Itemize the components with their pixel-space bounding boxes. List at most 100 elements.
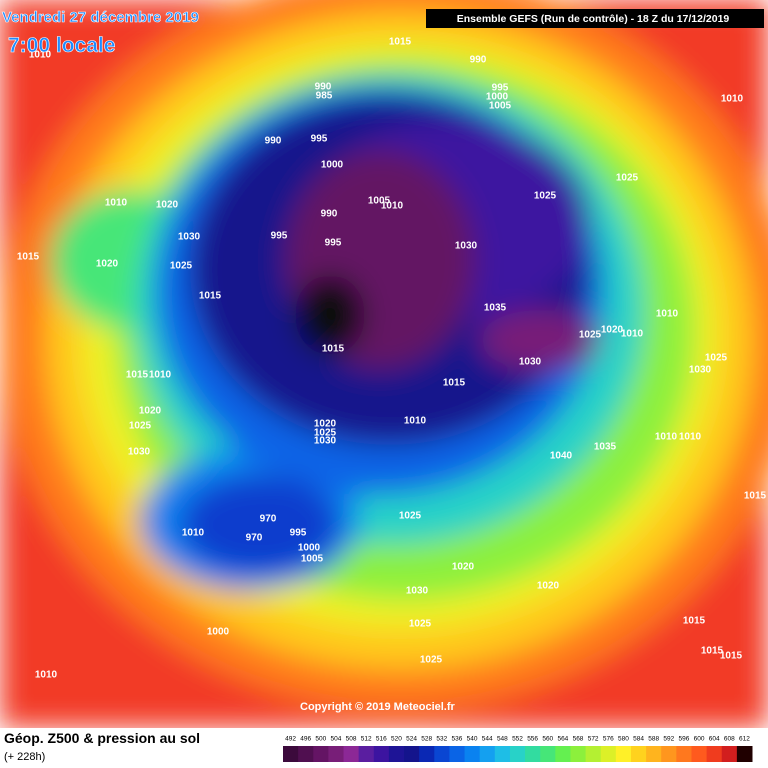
pressure-label: 1010 [35, 670, 58, 681]
pressure-label: 1025 [170, 261, 193, 272]
scale-swatch [509, 746, 526, 762]
scale-swatch [494, 746, 511, 762]
pressure-label: 1010 [149, 370, 172, 381]
scale-label: 596 [678, 736, 689, 743]
pressure-label: 1035 [594, 442, 617, 453]
scale-swatch [600, 746, 617, 762]
pressure-label: 995 [325, 238, 342, 249]
scale-label: 504 [331, 736, 342, 743]
pressure-label: 1005 [489, 101, 512, 112]
scale-label: 552 [512, 736, 523, 743]
scale-swatch [419, 746, 435, 762]
pressure-label: 1025 [399, 511, 422, 522]
scale-swatch [706, 746, 723, 762]
pressure-label: 1010 [29, 50, 52, 61]
scale-swatch [646, 746, 662, 762]
color-scale: 492 496 500 504 508 512 516 520 524 528 532 536 540 5… [283, 736, 753, 762]
scale-label: 500 [315, 736, 326, 743]
footer-title: Géop. Z500 & pression au sol [4, 730, 200, 746]
pressure-label: 1000 [207, 627, 230, 638]
scale-label: 580 [618, 736, 629, 743]
pressure-label: 1000 [298, 543, 321, 554]
scale-label: 520 [391, 736, 402, 743]
scale-label: 600 [694, 736, 705, 743]
scale-swatch [615, 746, 632, 762]
pressure-label: 1015 [322, 344, 345, 355]
pressure-label: 1025 [314, 428, 337, 439]
pressure-label: 1010 [621, 329, 644, 340]
pressure-label: 990 [321, 209, 338, 220]
pressure-label: 1020 [452, 562, 475, 573]
scale-swatch [358, 746, 375, 762]
date: Vendredi 27 décembre 2019 [2, 9, 199, 26]
pressure-label: 1020 [601, 325, 624, 336]
pressure-label: 1030 [689, 365, 712, 376]
scale-swatch [736, 746, 753, 762]
scale-label: 576 [603, 736, 614, 743]
scale-label: 584 [633, 736, 644, 743]
pressure-label: 1020 [96, 259, 119, 270]
scale-swatch [343, 746, 360, 762]
pressure-label: 1015 [701, 646, 724, 657]
scale-label: 548 [497, 736, 508, 743]
pressure-label: 1010 [404, 416, 427, 427]
pressure-labels: 1015990995100010051010101099098599599010… [17, 37, 767, 681]
scale-label: 496 [300, 736, 311, 743]
scale-swatch [373, 746, 390, 762]
scale-swatch [691, 746, 708, 762]
pressure-label: 1015 [199, 291, 222, 302]
pressure-label: 1020 [314, 419, 337, 430]
pressure-label: 1015 [683, 616, 706, 627]
scale-swatch [298, 746, 314, 762]
pressure-label: 995 [492, 83, 509, 94]
scale-swatch [464, 746, 481, 762]
pressure-label: 970 [246, 533, 263, 544]
scale-label: 604 [709, 736, 720, 743]
pressure-label: 1030 [128, 447, 151, 458]
scale-label: 608 [724, 736, 735, 743]
pressure-label: 1000 [321, 160, 344, 171]
pressure-label: 990 [315, 82, 332, 93]
pressure-label: 1010 [656, 309, 679, 320]
pressure-label: 1005 [301, 554, 324, 565]
pressure-label: 1020 [537, 581, 560, 592]
scale-swatch [434, 746, 450, 762]
pressure-label: 1015 [720, 651, 743, 662]
scale-label: 512 [361, 736, 372, 743]
scale-swatch [555, 746, 571, 762]
scale-label: 528 [421, 736, 432, 743]
scale-label: 516 [376, 736, 387, 743]
scale-label: 572 [588, 736, 599, 743]
footer-lead: (+ 228h) [4, 751, 45, 763]
scale-label: 556 [527, 736, 538, 743]
scale-swatch [676, 746, 692, 762]
pressure-label: 1010 [679, 432, 702, 443]
pressure-label: 990 [265, 136, 282, 147]
pressure-label: 995 [311, 134, 328, 145]
pressure-label: 1010 [655, 432, 678, 443]
scale-swatch [570, 746, 587, 762]
pressure-label: 1015 [126, 370, 149, 381]
scale-label: 492 [285, 736, 296, 743]
pressure-label: 1020 [156, 200, 179, 211]
pressure-label: 1025 [705, 353, 728, 364]
scale-label: 564 [557, 736, 568, 743]
pressure-label: 1000 [486, 92, 509, 103]
local-time: 7:00 locale [8, 34, 115, 57]
pressure-label: 1015 [744, 491, 767, 502]
scale-swatch [388, 746, 405, 762]
pressure-label: 1015 [389, 37, 412, 48]
pressure-label: 1015 [443, 378, 466, 389]
pressure-label: 1005 [368, 196, 391, 207]
copyright: Copyright © 2019 Meteociel.fr [300, 701, 456, 713]
pressure-label: 1015 [17, 252, 40, 263]
scale-label: 544 [482, 736, 493, 743]
scale-swatch [721, 746, 738, 762]
scale-label: 612 [739, 736, 750, 743]
scale-label: 524 [406, 736, 417, 743]
pressure-label: 1025 [129, 421, 152, 432]
pressure-label: 985 [316, 91, 333, 102]
pressure-label: 1035 [484, 303, 507, 314]
scale-label: 532 [436, 736, 447, 743]
